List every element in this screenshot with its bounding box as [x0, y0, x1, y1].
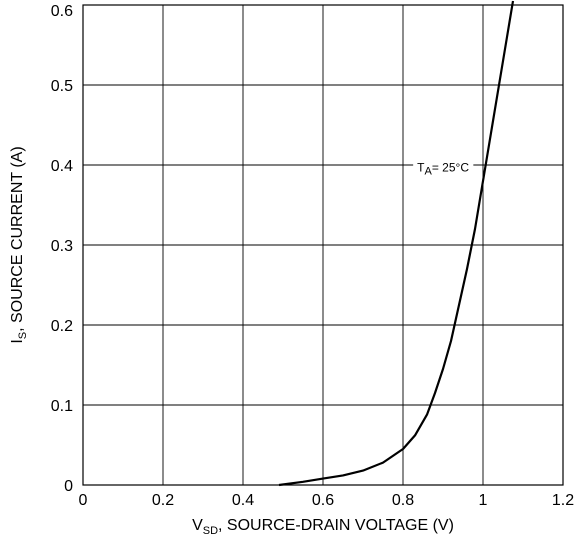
plot-frame [82, 4, 564, 486]
y-tick-label: 0.4 [51, 158, 73, 175]
annotation-label: TA= 25°C [417, 160, 469, 177]
series-line [278, 0, 515, 487]
y-tick-label: 0.3 [51, 238, 73, 255]
x-tick-label: 0.8 [392, 492, 414, 509]
x-tick-label: 0.4 [232, 492, 254, 509]
y-tick-label: 0.6 [51, 3, 73, 20]
x-tick-label: 1 [479, 492, 488, 509]
grid [82, 4, 564, 486]
x-tick-label: 0.6 [312, 492, 334, 509]
x-tick-label: 0 [79, 492, 88, 509]
annotation-background [413, 159, 474, 179]
y-tick-label: 0.1 [51, 398, 73, 415]
y-axis-label: IS, SOURCE CURRENT (A) [9, 146, 29, 343]
x-tick-labels: 0 0.2 0.4 0.6 0.8 1 1.2 [79, 492, 575, 509]
y-tick-labels: 0 0.1 0.2 0.3 0.4 0.5 0.6 [51, 3, 73, 495]
y-tick-label: 0.5 [51, 78, 73, 95]
x-tick-label: 1.2 [552, 492, 574, 509]
y-tick-label: 0.2 [51, 318, 73, 335]
y-tick-label: 0 [64, 478, 73, 495]
x-axis-label: VSD, SOURCE-DRAIN VOLTAGE (V) [192, 517, 454, 537]
x-tick-label: 0.2 [152, 492, 174, 509]
